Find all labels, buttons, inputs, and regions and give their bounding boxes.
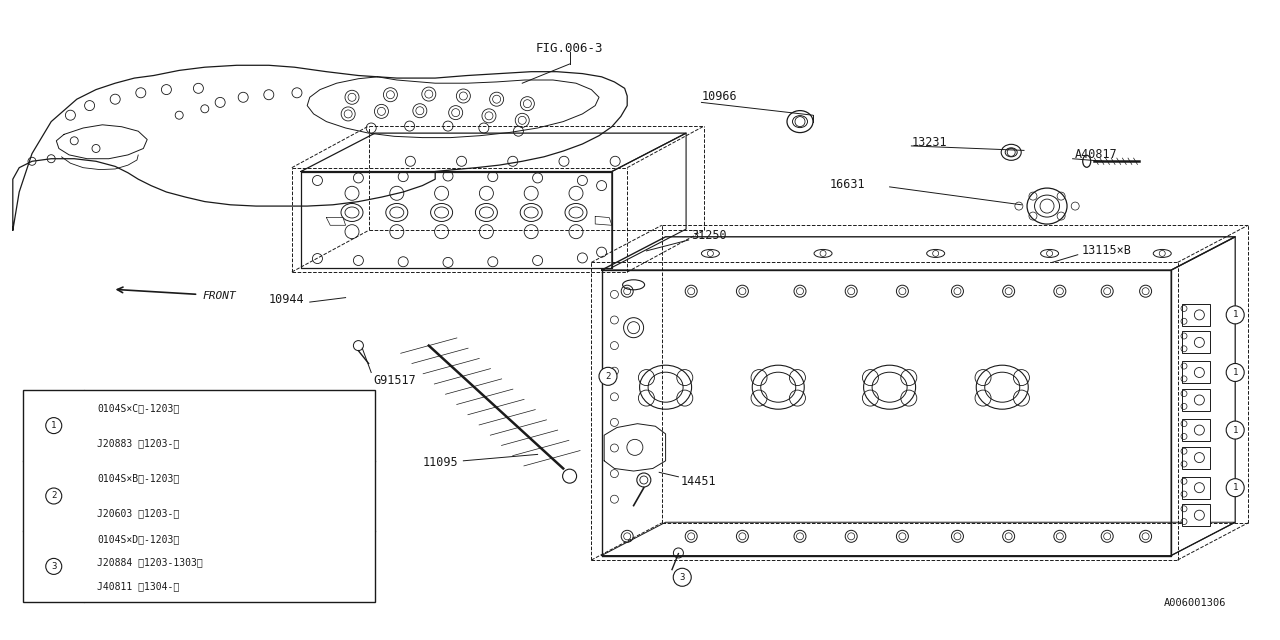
Bar [23,390,375,602]
Text: 11095: 11095 [422,456,458,468]
Text: 10944: 10944 [269,293,305,306]
Text: 1: 1 [1233,426,1238,435]
Text: 2: 2 [605,372,611,381]
Text: 0104S×C（-1203）: 0104S×C（-1203） [97,403,179,413]
Circle shape [1226,364,1244,381]
Circle shape [1226,479,1244,497]
Text: 1: 1 [1233,483,1238,492]
Text: J40811 〈1304-）: J40811 〈1304-） [97,581,179,591]
Bar [1181,504,1210,526]
Circle shape [673,568,691,586]
Text: 14451: 14451 [681,475,717,488]
Text: 10966: 10966 [701,90,737,102]
Circle shape [46,558,61,575]
Bar [1181,447,1210,468]
Text: 1: 1 [1233,368,1238,377]
Text: FIG.006-3: FIG.006-3 [536,42,603,54]
Text: 13231: 13231 [911,136,947,148]
Text: 3: 3 [680,573,685,582]
Circle shape [46,488,61,504]
Text: FRONT: FRONT [202,291,236,301]
Text: A40817: A40817 [1075,148,1117,161]
Bar [1181,304,1210,326]
Text: 1: 1 [51,421,56,430]
Bar [1181,419,1210,441]
Circle shape [599,367,617,385]
Circle shape [1226,306,1244,324]
Text: 16631: 16631 [829,178,865,191]
Circle shape [1226,421,1244,439]
Text: 1: 1 [1233,310,1238,319]
Text: J20884 〈1203-1303）: J20884 〈1203-1303） [97,557,204,568]
Text: 0104S×B（-1203）: 0104S×B（-1203） [97,474,179,483]
Text: 0104S×D（-1203）: 0104S×D（-1203） [97,534,179,544]
Text: G91517: G91517 [374,374,416,387]
Bar [1181,332,1210,353]
Bar [1181,362,1210,383]
Bar [1181,389,1210,411]
Bar [1181,477,1210,499]
Text: J20883 〈1203-）: J20883 〈1203-） [97,438,179,448]
Text: A006001306: A006001306 [1164,598,1226,608]
Text: 3: 3 [51,562,56,571]
Text: J20603 〈1203-）: J20603 〈1203-） [97,509,179,518]
Text: 13115×B: 13115×B [1082,244,1132,257]
Circle shape [46,417,61,434]
Text: 31250: 31250 [691,229,727,242]
Text: 2: 2 [51,492,56,500]
